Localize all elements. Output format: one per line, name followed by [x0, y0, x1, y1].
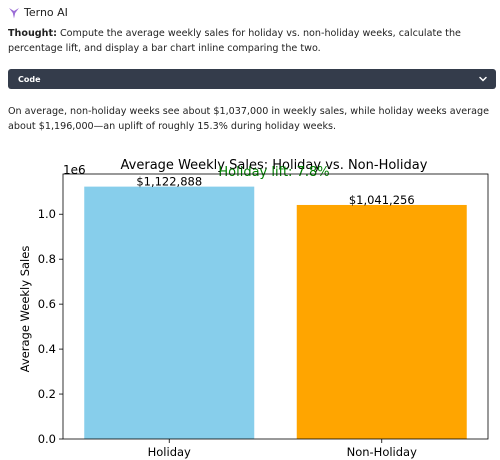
y-tick-label: 1.0	[38, 207, 56, 221]
axes-frame	[62, 173, 489, 440]
bar-value-label: $1,041,256	[349, 193, 415, 207]
y-tick-label: 0.2	[38, 387, 56, 401]
chart-title: Average Weekly Sales: Holiday vs. Non-Ho…	[121, 158, 428, 173]
code-panel-toggle[interactable]: Code	[8, 69, 496, 89]
thought-body: Compute the average weekly sales for hol…	[8, 28, 461, 54]
app-header: Terno AI	[8, 6, 68, 19]
y-axis-label: Average Weekly Sales	[18, 246, 32, 373]
terno-logo-icon	[9, 7, 19, 18]
bar-non-holiday	[296, 204, 467, 439]
y-tick-label: 0.8	[38, 252, 56, 266]
y-tick-label: 0.4	[38, 342, 56, 356]
lift-annotation: Holiday lift: 7.8%	[218, 165, 329, 180]
x-tick-label: Non-Holiday	[347, 445, 417, 459]
chevron-down-icon[interactable]	[478, 74, 488, 84]
bar-chart: 1e6 Average Weekly Sales: Holiday vs. No…	[18, 158, 489, 459]
y-offset-label-group: 1e6	[63, 163, 86, 177]
thought-label: Thought:	[8, 28, 57, 39]
summary-text: On average, non-holiday weeks see about …	[8, 106, 489, 132]
app-title: Terno AI	[24, 6, 68, 19]
bar-holiday	[84, 186, 255, 439]
plot-area: $1,122,888 Holiday $1,041,256 Non-Holiday 0.…	[38, 173, 489, 459]
bar-value-label: $1,122,888	[136, 175, 202, 189]
y-offset-label: 1e6	[63, 163, 86, 177]
y-tick-label: 0.0	[38, 432, 56, 446]
thought-text: Thought: Compute the average weekly sale…	[8, 26, 492, 56]
y-tick-label: 0.6	[38, 297, 56, 311]
code-panel-label: Code	[18, 74, 41, 84]
x-tick-label: Holiday	[148, 445, 191, 459]
